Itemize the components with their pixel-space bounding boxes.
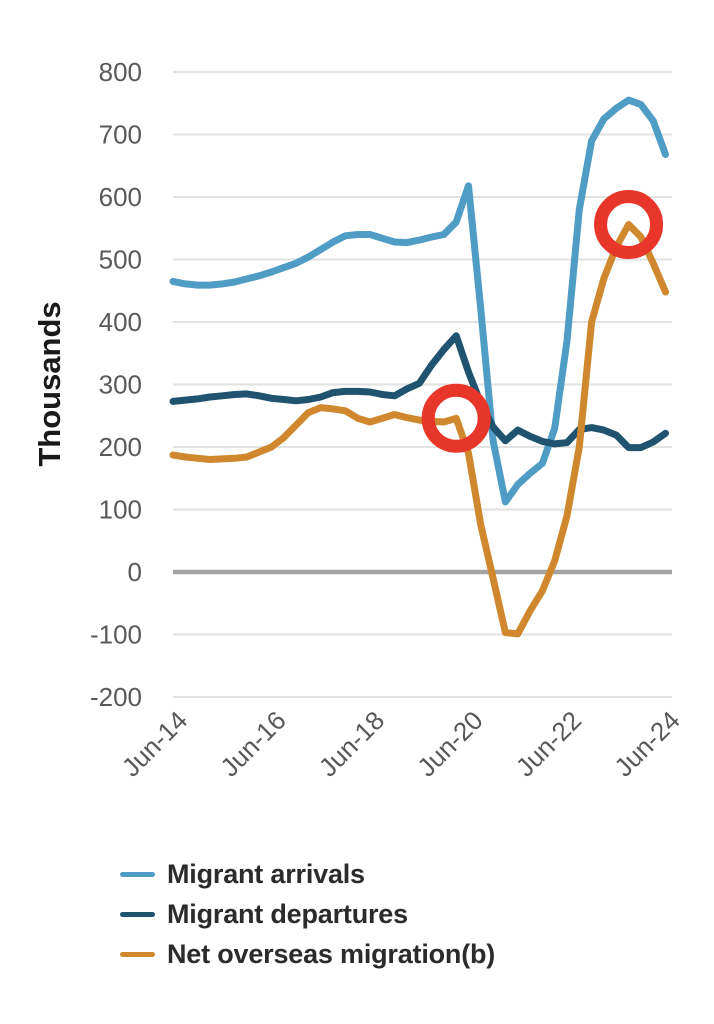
y-tick-label: 700 — [99, 120, 142, 150]
y-tick-label: 100 — [99, 495, 142, 525]
x-tick-label: Jun-24 — [608, 705, 685, 782]
legend-item: Net overseas migration(b) — [120, 934, 495, 974]
y-tick-label: -200 — [90, 682, 142, 712]
annotation-circle — [421, 383, 491, 453]
x-tick-label: Jun-14 — [116, 705, 193, 782]
legend-label: Migrant departures — [167, 898, 408, 929]
legend-label: Migrant arrivals — [167, 858, 365, 889]
series-line-net-overseas-migration-b- — [169, 221, 669, 638]
y-tick-label: 800 — [99, 57, 142, 87]
y-tick-label: 200 — [99, 432, 142, 462]
y-tick-label: 0 — [128, 557, 142, 587]
legend-swatch — [120, 871, 155, 877]
legend-label: Net overseas migration(b) — [167, 938, 496, 969]
x-tick-label: Jun-16 — [214, 705, 291, 782]
y-axis-title: Thousands — [32, 301, 67, 467]
legend-swatch — [120, 911, 155, 917]
x-tick-label: Jun-18 — [313, 705, 390, 782]
y-tick-label: 300 — [99, 370, 142, 400]
y-tick-label: 600 — [99, 182, 142, 212]
annotation-circle — [594, 190, 664, 259]
legend-item: Migrant arrivals — [120, 854, 495, 894]
y-tick-label: -100 — [90, 620, 142, 650]
y-tick-label: 500 — [99, 245, 142, 275]
legend: Migrant arrivals Migrant departures Net ov… — [120, 854, 495, 974]
x-tick-label: Jun-22 — [510, 705, 587, 782]
series-line-migrant-arrivals — [169, 96, 669, 506]
legend-swatch — [120, 951, 155, 957]
y-tick-label: 400 — [99, 307, 142, 337]
x-tick-label: Jun-20 — [411, 705, 488, 782]
legend-item: Migrant departures — [120, 894, 495, 934]
